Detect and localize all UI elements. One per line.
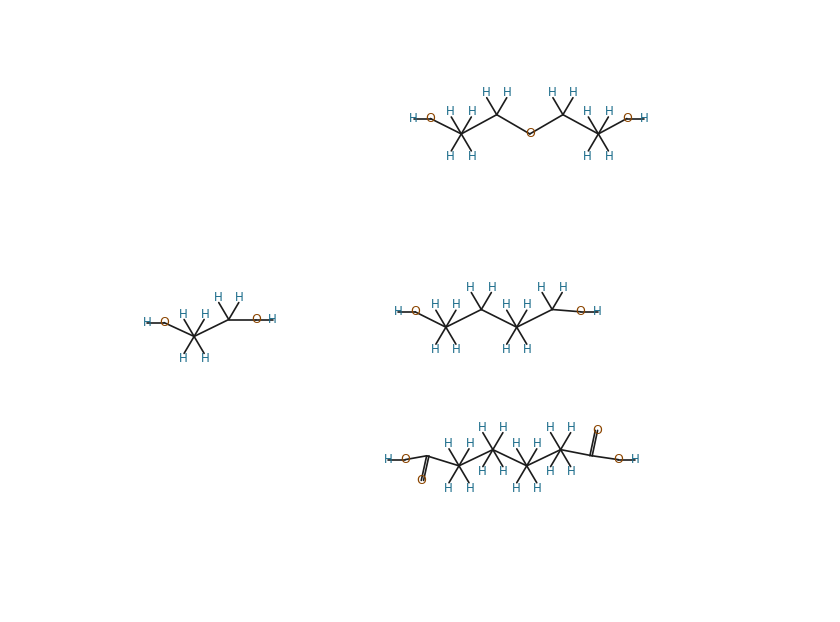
Text: H: H [465, 481, 474, 494]
Text: O: O [159, 316, 169, 329]
Text: H: H [545, 421, 554, 434]
Text: H: H [567, 465, 575, 478]
Text: H: H [446, 150, 455, 163]
Text: H: H [143, 316, 151, 329]
Text: H: H [499, 421, 508, 434]
Text: H: H [523, 343, 532, 356]
Text: H: H [488, 281, 496, 294]
Text: H: H [468, 105, 476, 118]
Text: O: O [426, 112, 435, 125]
Text: H: H [501, 343, 511, 356]
Text: H: H [583, 150, 592, 163]
Text: O: O [400, 453, 410, 466]
Text: H: H [431, 299, 439, 312]
Text: H: H [268, 313, 277, 326]
Text: H: H [570, 86, 578, 99]
Text: H: H [409, 112, 418, 125]
Text: H: H [512, 481, 520, 494]
Text: H: H [545, 465, 554, 478]
Text: H: H [567, 421, 575, 434]
Text: O: O [417, 474, 426, 487]
Text: O: O [251, 313, 260, 326]
Text: H: H [452, 299, 461, 312]
Text: H: H [512, 437, 520, 450]
Text: H: H [384, 453, 392, 466]
Text: O: O [593, 424, 602, 437]
Text: H: H [431, 343, 439, 356]
Text: H: H [605, 105, 613, 118]
Text: H: H [593, 305, 602, 318]
Text: H: H [235, 290, 244, 304]
Text: H: H [503, 86, 512, 99]
Text: H: H [631, 453, 640, 466]
Text: H: H [548, 86, 557, 99]
Text: H: H [533, 481, 542, 494]
Text: O: O [622, 112, 632, 125]
Text: H: H [559, 281, 567, 294]
Text: H: H [179, 352, 187, 365]
Text: H: H [583, 105, 592, 118]
Text: H: H [452, 343, 461, 356]
Text: H: H [465, 437, 474, 450]
Text: O: O [575, 305, 585, 318]
Text: H: H [533, 437, 542, 450]
Text: H: H [201, 352, 209, 365]
Text: H: H [446, 105, 455, 118]
Text: H: H [201, 308, 209, 320]
Text: H: H [639, 112, 648, 125]
Text: O: O [410, 305, 420, 318]
Text: H: H [605, 150, 613, 163]
Text: H: H [444, 437, 453, 450]
Text: H: H [499, 465, 508, 478]
Text: H: H [213, 290, 223, 304]
Text: H: H [179, 308, 187, 320]
Text: H: H [501, 299, 511, 312]
Text: H: H [466, 281, 475, 294]
Text: O: O [613, 453, 623, 466]
Text: O: O [525, 128, 535, 141]
Text: H: H [478, 421, 486, 434]
Text: H: H [523, 299, 532, 312]
Text: H: H [478, 465, 486, 478]
Text: H: H [537, 281, 546, 294]
Text: H: H [468, 150, 476, 163]
Text: H: H [444, 481, 453, 494]
Text: H: H [481, 86, 491, 99]
Text: H: H [394, 305, 402, 318]
